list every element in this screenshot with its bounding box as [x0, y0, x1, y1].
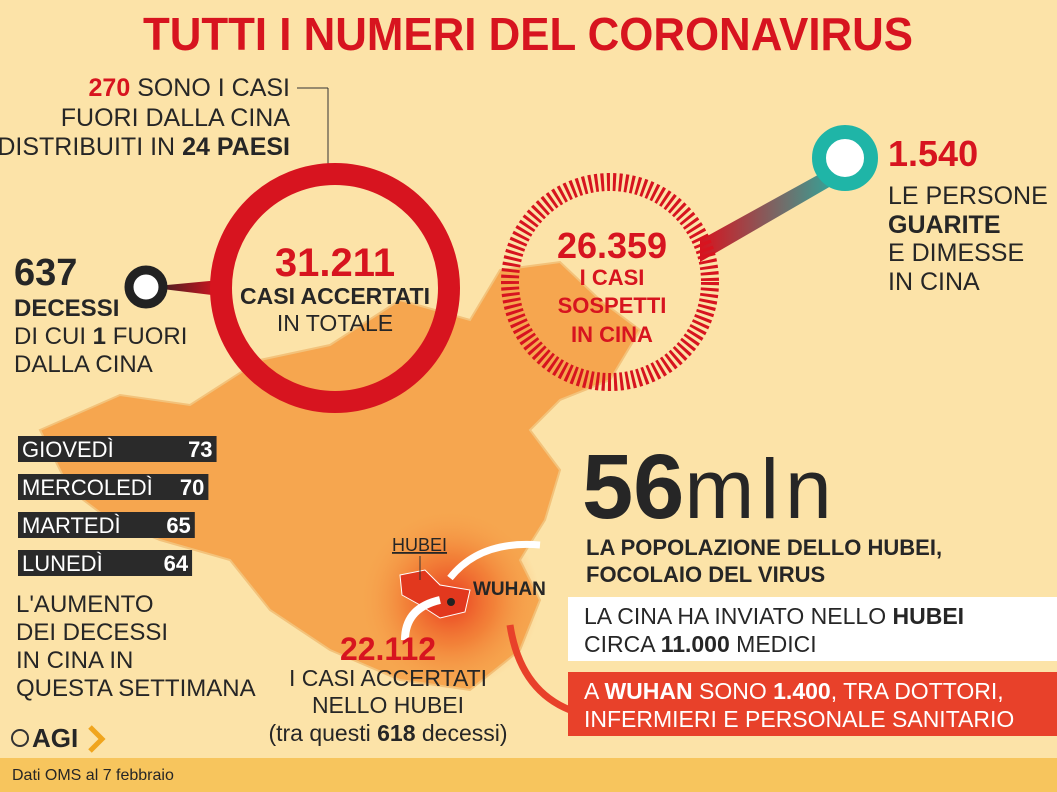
hubei-line1: I CASI ACCERTATI — [289, 665, 487, 691]
daily-day: LUNEDÌ — [22, 551, 103, 576]
daily-caption: IN CINA IN — [16, 647, 133, 674]
recovered-line1: LE PERSONE — [888, 182, 1048, 210]
daily-value: 64 — [164, 551, 189, 576]
copyright-icon — [11, 729, 29, 747]
daily-bar — [18, 512, 195, 538]
arrow — [506, 624, 572, 714]
recovered-line4: IN CINA — [888, 268, 980, 296]
suspected-ring — [501, 173, 719, 391]
daily-value: 65 — [166, 513, 190, 538]
total-line2: IN TOTALE — [277, 310, 393, 336]
deaths-line2: DI CUI 1 FUORI — [14, 323, 187, 350]
arrow — [401, 596, 442, 641]
hubei-number: 22.112 — [340, 631, 436, 667]
population-number: 56mln — [582, 436, 838, 538]
outside-line2: FUORI DALLA CINA — [61, 104, 291, 132]
staff-line1: A WUHAN SONO 1.400, TRA DOTTORI, — [584, 678, 1004, 704]
daily-bar — [18, 550, 193, 576]
total-number: 31.211 — [275, 241, 395, 285]
suspected-line3: IN CINA — [571, 322, 653, 347]
suspected-number: 26.359 — [557, 225, 667, 266]
connector — [146, 280, 220, 296]
daily-bar — [18, 474, 209, 500]
arrow — [447, 540, 541, 581]
staff-box — [568, 672, 1057, 736]
hubei-line3: (tra questi 618 decessi) — [268, 720, 507, 746]
daily-value: 73 — [188, 437, 212, 462]
logo-mark — [88, 725, 106, 753]
daily-day: MERCOLEDÌ — [22, 475, 153, 500]
daily-day: GIOVEDÌ — [22, 437, 114, 462]
wuhan-label: WUHAN — [473, 579, 546, 600]
recovered-line3: E DIMESSE — [888, 239, 1024, 267]
outside-line1: 270 SONO I CASI — [89, 74, 290, 102]
recovered-line2: GUARITE — [888, 211, 1001, 239]
daily-value: 70 — [180, 475, 204, 500]
recovered-pin — [812, 125, 878, 191]
outside-line3: DISTRIBUITI IN 24 PAESI — [0, 133, 290, 161]
doctors-line2: CIRCA 11.000 MEDICI — [584, 631, 817, 657]
daily-deaths: GIOVEDÌ 73 MERCOLEDÌ 70 MARTEDÌ 65 LUNEDÌ 64 — [18, 436, 217, 576]
daily-caption: L'AUMENTO — [16, 591, 154, 618]
connector — [700, 160, 850, 262]
doctors-box — [568, 597, 1057, 661]
title: TUTTI I NUMERI DEL CORONAVIRUS — [143, 8, 913, 60]
deaths-line3: DALLA CINA — [14, 351, 153, 378]
recovered-number: 1.540 — [888, 133, 978, 174]
deaths-pin — [124, 265, 168, 309]
hubei-line2: NELLO HUBEI — [312, 692, 464, 718]
daily-caption: DEI DECESSI — [16, 619, 168, 646]
total-ring — [210, 163, 460, 413]
deaths-number: 637 — [14, 252, 77, 294]
footer-bar — [0, 758, 1057, 792]
hubei-region — [399, 569, 471, 619]
logo: AGI — [32, 723, 78, 753]
population-line2: FOCOLAIO DEL VIRUS — [586, 562, 825, 587]
suspected-line1: I CASI — [580, 265, 645, 290]
suspected-line2: SOSPETTI — [558, 293, 667, 318]
daily-day: MARTEDÌ — [22, 513, 121, 538]
deaths-label: DECESSI — [14, 295, 119, 322]
daily-bar — [18, 436, 217, 462]
population-line1: LA POPOLAZIONE DELLO HUBEI, — [586, 535, 942, 560]
staff-line2: INFERMIERI E PERSONALE SANITARIO — [584, 706, 1014, 732]
wuhan-dot — [447, 598, 455, 606]
total-line1: CASI ACCERTATI — [240, 283, 430, 309]
hubei-label: HUBEI — [392, 535, 447, 555]
doctors-line1: LA CINA HA INVIATO NELLO HUBEI — [584, 603, 964, 629]
source: Dati OMS al 7 febbraio — [12, 767, 174, 784]
daily-caption: QUESTA SETTIMANA — [16, 675, 256, 702]
